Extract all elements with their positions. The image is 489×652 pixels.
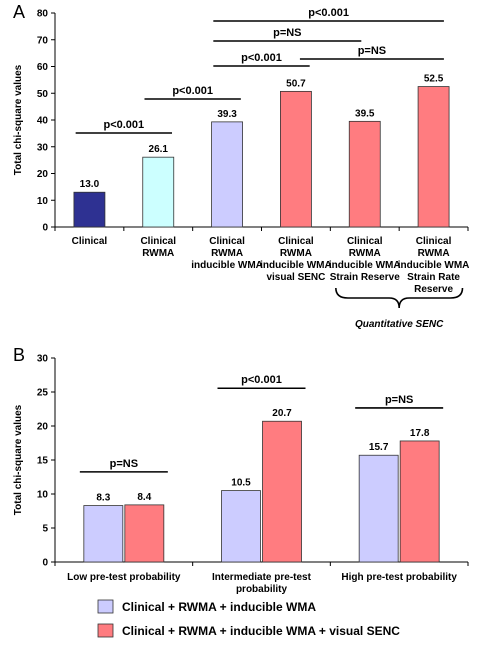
panel-b-y-tick-label: 30	[37, 354, 49, 365]
panel-b-category-label-line: High pre-test probability	[341, 572, 457, 583]
panel-b-category-label-line: Low pre-test probability	[67, 572, 181, 583]
panel-a-category-label: Clinical RWMA inducible WMA	[191, 236, 263, 271]
panel-a-significance-label: p<0.001	[172, 85, 213, 97]
panel-b-y-axis-label: Total chi-square values	[13, 404, 24, 515]
panel-b-value-label: 8.3	[96, 493, 110, 504]
panel-b-value-label: 8.4	[137, 492, 151, 503]
panel-b-y-tick-label: 5	[42, 524, 48, 535]
panel-a-group-label: Quantitative SENC	[355, 319, 444, 330]
legend-label: Clinical + RWMA + inducible WMA	[122, 600, 316, 614]
panel-a-y-tick-label: 10	[37, 196, 49, 207]
panel-a-category-label-line: RWMA	[211, 248, 243, 259]
panel-b-category-label-line: Intermediate pre-test	[212, 572, 312, 583]
panel-b-bar	[221, 490, 261, 563]
panel-a-value-label: 13.0	[80, 179, 100, 190]
panel-a-significance-label: p<0.001	[241, 52, 282, 64]
panel-a-value-label: 39.5	[355, 108, 375, 119]
panel-b-significance-label: p=NS	[385, 394, 413, 406]
panel-a-category-label-line: Clinical	[72, 236, 108, 247]
panel-a-category-label-line: Clinical	[347, 236, 383, 247]
panel-a-category-label: Clinical RWMA inducible WMA Strain Rate Rese…	[398, 236, 470, 295]
panel-b-significance-label: p<0.001	[241, 374, 282, 386]
panel-a-category-label-line: RWMA	[349, 248, 381, 259]
panel-b-value-label: 10.5	[231, 478, 251, 489]
panel-b-letter: B	[13, 345, 25, 365]
panel-b-y-tick-label: 20	[37, 422, 49, 433]
panel-a-y-tick-label: 40	[37, 116, 49, 127]
panel-b-bar	[262, 420, 302, 563]
panel-a-category-label-line: RWMA	[142, 248, 174, 259]
panel-b-y-tick-label: 15	[37, 456, 49, 467]
panel-a-significance-label: p=NS	[273, 27, 301, 39]
panel-a-category-label: Clinical	[72, 236, 108, 247]
panel-b-bar	[399, 440, 440, 563]
panel-a-value-label: 50.7	[286, 78, 306, 89]
panel-a-category-label-line: Strain Reserve	[330, 272, 400, 283]
panel-a-category-label-line: visual SENC	[266, 272, 325, 283]
panel-b-bar	[358, 454, 399, 563]
panel-a-category-label-line: inducible WMA	[191, 260, 263, 271]
panel-a-category-label-line: Reserve	[414, 284, 453, 295]
legend-swatch	[97, 623, 114, 638]
legend-label: Clinical + RWMA + inducible WMA + visual…	[122, 624, 400, 638]
panel-a-category-label-line: Clinical	[416, 236, 452, 247]
panel-b-category-label: High pre-test probability	[341, 572, 457, 583]
panel-a-bar	[142, 156, 175, 228]
panel-a-significance-label: p<0.001	[103, 119, 144, 131]
panel-a-group-brace	[335, 287, 464, 309]
panel-a-category-label-line: Clinical	[278, 236, 314, 247]
panel-a-category-label-line: Strain Rate	[407, 272, 460, 283]
panel-a-y-tick-label: 20	[37, 169, 49, 180]
panel-a-y-tick-label: 0	[42, 223, 48, 234]
panel-b-y-tick-label: 25	[37, 388, 49, 399]
panel-a-letter: A	[13, 2, 25, 22]
panel-b-significance-label: p=NS	[110, 458, 138, 470]
panel-a-category-label-line: inducible WMA	[398, 260, 470, 271]
panel-a-value-label: 26.1	[149, 144, 169, 155]
panel-a-y-tick-label: 80	[37, 9, 49, 20]
panel-b-bar	[124, 504, 165, 563]
panel-a-category-label-line: RWMA	[280, 248, 312, 259]
panel-b-category-label-line: probability	[236, 584, 288, 595]
panel-b-y-tick-label: 10	[37, 490, 49, 501]
panel-a-bar	[73, 191, 106, 228]
panel-a-y-tick-label: 70	[37, 35, 49, 46]
panel-b-category-label: Low pre-test probability	[67, 572, 181, 583]
panel-a-y-axis-label: Total chi-square values	[13, 64, 24, 175]
panel-b-category-label: Intermediate pre-test probability	[212, 572, 312, 595]
panel-a-bar	[211, 121, 243, 228]
panel-a-bar	[417, 86, 450, 228]
panel-b-value-label: 17.8	[410, 428, 430, 439]
panel-b-value-label: 15.7	[369, 442, 389, 453]
panel-b-value-label: 20.7	[272, 408, 292, 419]
panel-a-value-label: 52.5	[424, 74, 444, 85]
panel-a-bar	[348, 120, 381, 228]
panel-a-category-label: Clinical RWMA inducible WMA Strain Reserve	[329, 236, 401, 283]
panel-a-category-label: Clinical RWMA inducible WMA visual SENC	[260, 236, 332, 283]
panel-a-category-label-line: Clinical	[140, 236, 176, 247]
panel-a-significance-label: p=NS	[358, 45, 386, 57]
legend-swatch	[97, 599, 114, 614]
panel-b-y-tick-label: 0	[42, 558, 48, 569]
panel-a-category-label-line: inducible WMA	[260, 260, 332, 271]
panel-a-category-label: Clinical RWMA	[140, 236, 176, 259]
panel-a-bar	[280, 90, 312, 228]
panel-a-significance-label: p<0.001	[308, 7, 349, 19]
panel-a-category-label-line: RWMA	[418, 248, 450, 259]
panel-a-value-label: 39.3	[217, 109, 237, 120]
panel-a-y-tick-label: 30	[37, 142, 49, 153]
panel-a-y-tick-label: 50	[37, 89, 49, 100]
panel-a-category-label-line: inducible WMA	[329, 260, 401, 271]
panel-b-bar	[83, 505, 124, 563]
panel-a-y-tick-label: 60	[37, 62, 49, 73]
panel-a-category-label-line: Clinical	[209, 236, 245, 247]
